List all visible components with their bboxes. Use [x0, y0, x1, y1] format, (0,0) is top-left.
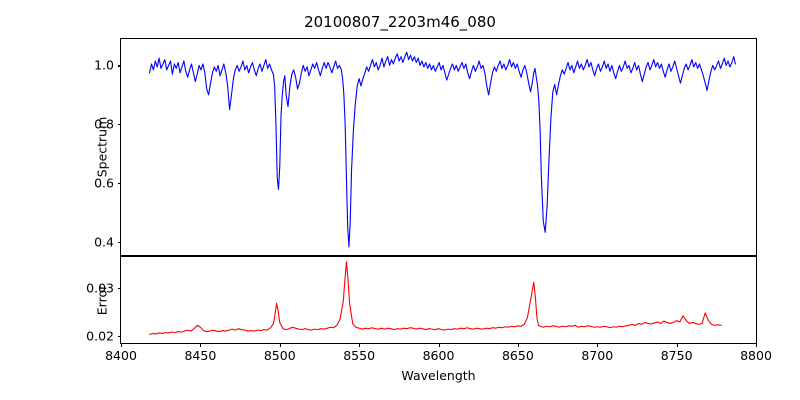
spectrum-ytick-mark [117, 65, 121, 67]
spectrum-line-series [121, 39, 756, 255]
error-ytick-label: 0.03 [86, 280, 114, 296]
xtick-label: 8600 [422, 348, 455, 363]
x-axis-label: Wavelength [401, 368, 476, 383]
xtick-label: 8700 [581, 348, 614, 363]
error-line-series [121, 257, 756, 343]
xtick-label: 8400 [105, 348, 137, 363]
xtick-mark [517, 343, 519, 347]
xtick-label: 8750 [660, 348, 693, 363]
xtick-label: 8800 [740, 348, 772, 363]
spectrum-ytick-label: 0.8 [94, 116, 114, 132]
xtick-mark [438, 343, 440, 347]
xtick-mark [676, 343, 678, 347]
xtick-mark [200, 343, 202, 347]
spectrum-ytick-mark [117, 182, 121, 185]
xtick-mark [359, 343, 361, 347]
spectrum-ytick-label: 0.4 [94, 234, 114, 250]
xtick-label: 8650 [501, 348, 534, 363]
xtick-label: 8550 [343, 348, 376, 363]
xtick-mark [279, 343, 281, 347]
xtick-mark [756, 343, 758, 347]
error-ytick-label: 0.02 [86, 328, 114, 344]
spectrum-ytick-label: 1.0 [94, 57, 114, 73]
xtick-mark [121, 343, 123, 347]
error-plot-panel: Error 0.03 0.02 8400 8450 8500 8550 8600 8650 8… [86, 256, 772, 363]
error-ytick-mark [117, 335, 121, 337]
xtick-label: 8500 [263, 348, 296, 363]
spectrum-ytick-mark [117, 124, 121, 126]
xtick-mark [597, 343, 599, 347]
spectrum-ytick-mark [117, 241, 121, 243]
page-title: 20100807_2203m46_080 [304, 13, 496, 31]
xtick-label: 8450 [184, 348, 217, 363]
spectrum-plot-panel: Spectrum 1.0 0.8 0.6 0.4 [94, 38, 757, 256]
spectrum-ytick-label: 0.6 [94, 175, 114, 191]
error-ytick-mark [117, 288, 121, 290]
